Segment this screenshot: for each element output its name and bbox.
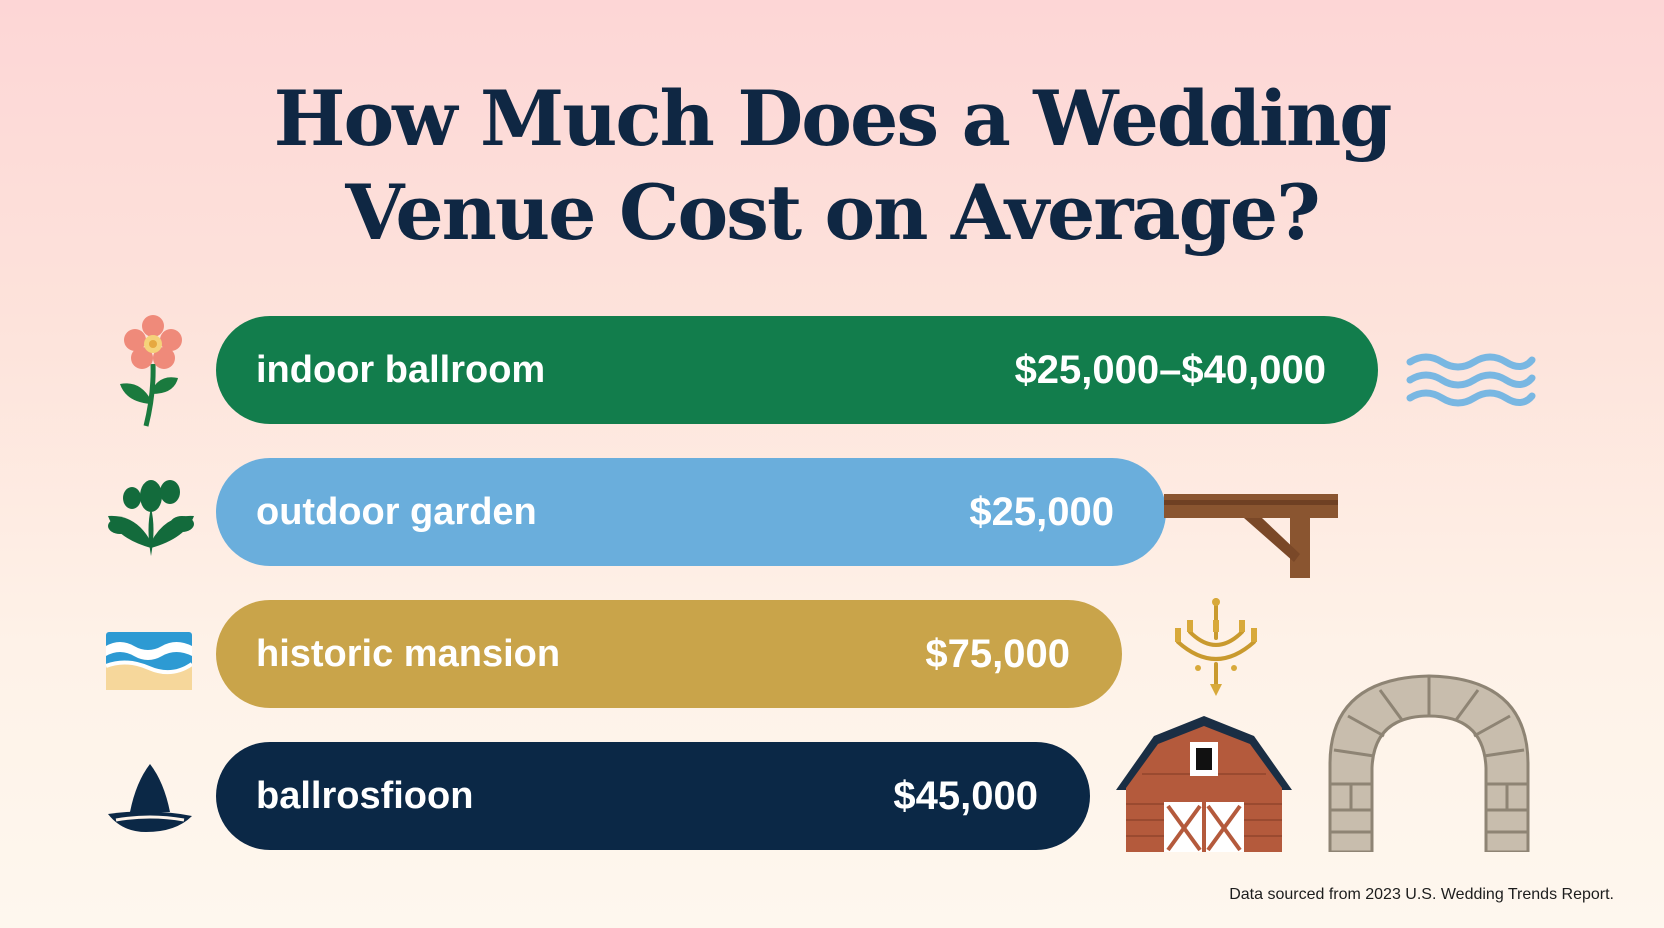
bar-label: historic mansion [256,632,561,675]
leaf-plant-icon [108,480,194,556]
bar-value: $75,000 [925,631,1070,676]
bar-historic-mansion: historic mansion $75,000 [216,600,1122,708]
bar-value: $25,000–$40,000 [1014,347,1326,392]
bar-indoor-ballroom: indoor ballroom $25,000–$40,000 [216,316,1378,424]
bar-value: $25,000 [969,489,1114,534]
barn-icon [1116,716,1292,852]
wooden-beam-icon [1164,494,1338,578]
bar-label: outdoor garden [256,490,537,533]
title-line-2: Venue Cost on Average? [345,168,1320,257]
bar-ballrosfioon: ballrosfioon $45,000 [216,742,1090,850]
title-line-1: How Much Does a Wedding [273,74,1393,163]
source-note: Data sourced from 2023 U.S. Wedding Tren… [1229,886,1614,903]
chart-title: How Much Does a Wedding Venue Cost on Av… [0,72,1664,260]
bar-label: ballrosfioon [256,774,474,817]
chandelier-icon [1175,598,1257,696]
bar-outdoor-garden: outdoor garden $25,000 [216,458,1166,566]
water-waves-icon [1406,353,1536,407]
bar-label: indoor ballroom [256,348,546,391]
bar-value: $45,000 [893,773,1038,818]
stone-arch-icon [1328,674,1530,852]
beach-waves-icon [106,632,192,690]
sailboat-icon [108,764,192,832]
flower-icon [120,315,182,427]
